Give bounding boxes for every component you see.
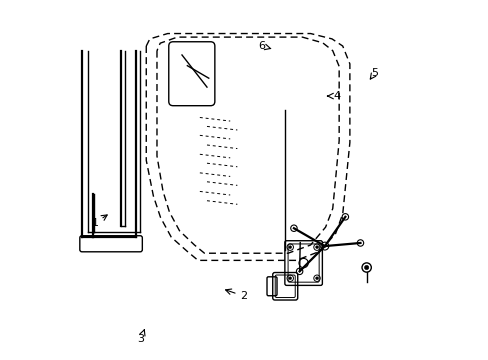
Text: 4: 4 xyxy=(333,91,340,101)
Text: 1: 1 xyxy=(91,218,99,228)
Text: 2: 2 xyxy=(240,291,247,301)
Circle shape xyxy=(288,246,291,249)
Text: 3: 3 xyxy=(137,334,144,344)
Text: 6: 6 xyxy=(258,41,264,51)
Circle shape xyxy=(315,246,318,249)
Circle shape xyxy=(288,277,291,280)
Circle shape xyxy=(364,265,368,270)
Text: 5: 5 xyxy=(370,68,378,78)
Circle shape xyxy=(315,277,318,280)
